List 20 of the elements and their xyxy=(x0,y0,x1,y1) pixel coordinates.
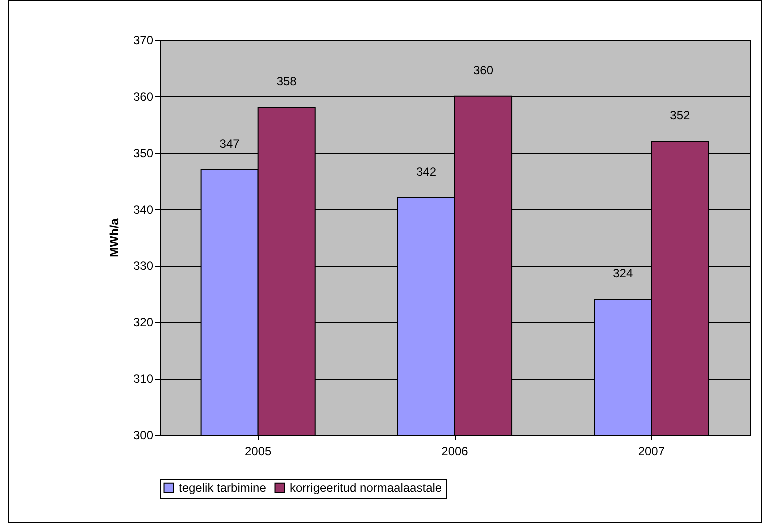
x-tick-label: 2005 xyxy=(244,444,272,458)
y-tick-label: 310 xyxy=(133,372,154,386)
data-label: 342 xyxy=(416,165,437,179)
y-tick-label: 330 xyxy=(133,259,154,274)
y-axis-title: MWh/a xyxy=(107,218,122,258)
data-label: 347 xyxy=(220,136,240,151)
data-label: 324 xyxy=(613,266,634,281)
data-label: 358 xyxy=(276,74,298,89)
y-tick-label: 300 xyxy=(133,428,154,442)
y-tick-label: 320 xyxy=(133,316,154,330)
y-tick-label: 340 xyxy=(133,202,154,217)
data-label: 352 xyxy=(670,108,691,123)
legend-label: korrigeeritud normaalaastale xyxy=(290,481,442,496)
y-tick-label: 360 xyxy=(133,90,154,104)
legend-label: tegelik tarbimine xyxy=(179,481,267,496)
y-tick-label: 350 xyxy=(133,146,154,160)
x-tick-label: 2007 xyxy=(638,444,666,458)
y-tick-label: 370 xyxy=(133,34,154,48)
x-tick-label: 2006 xyxy=(442,444,469,458)
data-label: 360 xyxy=(474,63,494,78)
